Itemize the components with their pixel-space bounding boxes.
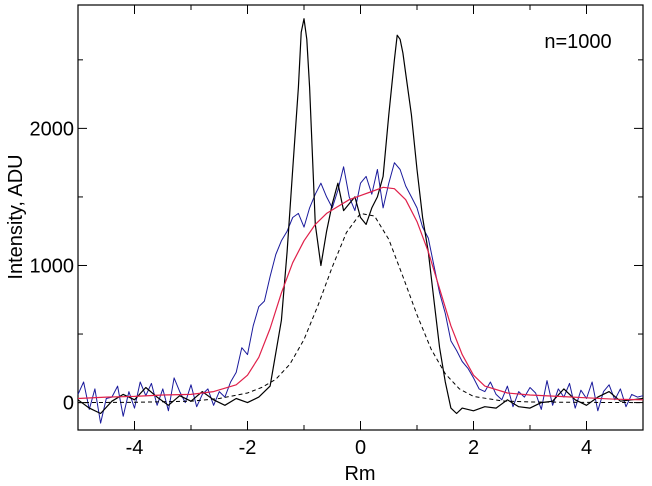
series-group: [77, 18, 644, 424]
axis-ticks: [77, 5, 644, 430]
y-tick-label: 2000: [30, 118, 75, 140]
y-tick-label: 0: [63, 393, 74, 415]
sample-count-annotation: n=1000: [544, 31, 611, 53]
series-line-black: [77, 18, 644, 415]
x-tick-label: 2: [468, 437, 479, 459]
x-tick-label: 4: [581, 437, 592, 459]
y-tick-label: 1000: [30, 255, 75, 277]
x-tick-label: 0: [355, 437, 366, 459]
x-tick-label: -4: [126, 437, 144, 459]
x-tick-labels: -4 -2 0 2 4: [126, 437, 592, 459]
y-axis-label: Intensity, ADU: [5, 154, 27, 279]
y-tick-labels: 0 1000 2000: [30, 118, 75, 414]
x-axis-label: Rm: [344, 463, 375, 485]
series-line-dashed: [77, 212, 644, 404]
series-line-red: [77, 186, 644, 401]
series-line-blue: [77, 162, 644, 424]
x-tick-label: -2: [239, 437, 257, 459]
